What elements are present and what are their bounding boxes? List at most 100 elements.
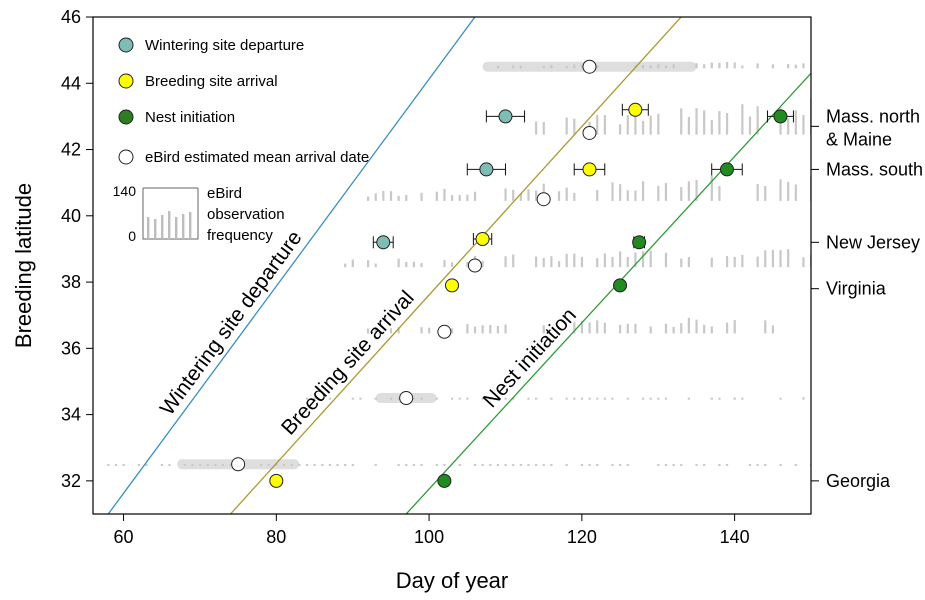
- legend-label: eBird estimated mean arrival date: [145, 149, 369, 166]
- ebird-frequency-bar: [703, 110, 706, 135]
- trend-line: [405, 72, 811, 514]
- ebird-frequency-bar: [603, 115, 606, 135]
- ebird-frequency-bar: [389, 397, 393, 400]
- ebird-frequency-bar: [787, 63, 790, 69]
- ebird-frequency-bar: [168, 463, 171, 466]
- ebird-frequency-bar: [443, 188, 446, 201]
- ebird-frequency-bar: [435, 191, 438, 201]
- histogram-key-bar: [154, 219, 157, 239]
- ebird-frequency-bar: [680, 463, 683, 466]
- y-tick-label: 36: [61, 338, 81, 358]
- ebird-frequency-bar: [741, 104, 744, 135]
- histogram-key-bar: [182, 214, 185, 239]
- ebird-frequency-bar: [733, 320, 736, 334]
- ebird-frequency-bar: [710, 175, 713, 201]
- data-point: [632, 235, 647, 250]
- ebird-frequency-bar: [794, 64, 797, 69]
- ebird-frequency-bar: [405, 194, 408, 201]
- data-point: [582, 59, 597, 74]
- ebird-frequency-bar: [267, 463, 270, 466]
- region-label: Mass. north: [826, 106, 920, 126]
- ebird-frequency-bar: [451, 195, 454, 201]
- ebird-frequency-bar: [687, 317, 690, 334]
- ebird-frequency-bar: [290, 463, 293, 466]
- ebird-frequency-bar: [680, 187, 683, 201]
- ebird-frequency-bar: [366, 260, 370, 268]
- data-point: [719, 162, 734, 177]
- region-label: Georgia: [826, 471, 891, 491]
- ebird-frequency-bar: [573, 397, 576, 400]
- ebird-frequency-bar: [672, 326, 675, 334]
- y-tick-label: 38: [61, 272, 81, 292]
- ebird-frequency-bar: [664, 65, 668, 69]
- data-point: [628, 102, 643, 117]
- ebird-frequency-bar: [603, 397, 606, 400]
- ebird-frequency-bar: [596, 320, 599, 334]
- ebird-frequency-bar: [366, 196, 370, 201]
- ebird-frequency-bar: [779, 463, 782, 466]
- histogram-key-text: eBird: [207, 185, 242, 202]
- ebird-frequency-bar: [695, 319, 698, 334]
- ebird-frequency-bar: [512, 463, 515, 466]
- ebird-frequency-bar: [351, 259, 354, 268]
- ebird-frequency-bar: [229, 463, 232, 466]
- ebird-frequency-bar: [611, 182, 614, 201]
- ebird-frequency-bar: [451, 262, 454, 268]
- ebird-frequency-bar: [596, 463, 599, 466]
- ebird-frequency-bar: [802, 397, 805, 400]
- ebird-frequency-bar: [634, 190, 637, 201]
- ebird-frequency-bar: [580, 256, 584, 268]
- ebird-frequency-bar: [412, 397, 416, 400]
- ebird-frequency-bar: [466, 194, 469, 201]
- ebird-frequency-bar: [794, 184, 797, 201]
- ebird-frequency-bar: [527, 189, 530, 201]
- histogram-key-bar: [161, 215, 164, 239]
- plot-frame: [92, 16, 812, 515]
- ebird-frequency-bar: [619, 184, 622, 201]
- ebird-frequency-bar: [305, 397, 309, 400]
- ebird-frequency-bar: [703, 64, 706, 69]
- ebird-frequency-bar: [771, 325, 775, 334]
- ebird-frequency-bar: [473, 463, 477, 466]
- data-point: [467, 258, 482, 273]
- ebird-frequency-bar: [596, 258, 599, 268]
- ebird-frequency-bar: [634, 116, 637, 135]
- ebird-frequency-bar: [313, 463, 316, 466]
- ebird-frequency-bar: [779, 397, 782, 400]
- x-tick-label: 80: [266, 527, 286, 547]
- ebird-frequency-bar: [397, 463, 400, 466]
- ebird-frequency-bar: [748, 463, 752, 466]
- ebird-frequency-bar: [641, 121, 645, 135]
- ebird-frequency-bar: [557, 261, 561, 268]
- ebird-frequency-bar: [703, 463, 706, 466]
- ebird-ci-layer: [177, 61, 697, 470]
- ebird-frequency-bar: [756, 63, 759, 69]
- ebird-frequency-bar: [481, 397, 484, 400]
- y-tick-label: 34: [61, 405, 81, 425]
- ebird-frequency-bar: [466, 324, 469, 334]
- ebird-frequency-bar: [366, 328, 370, 334]
- ebird-frequency-bar: [725, 463, 729, 466]
- ebird-frequency-bar: [420, 463, 423, 466]
- ebird-frequency-bar: [374, 263, 377, 268]
- ebird-histogram-layer: [107, 62, 811, 466]
- legend-marker: [118, 37, 134, 53]
- ebird-frequency-bar: [787, 181, 790, 201]
- x-tick-label: 140: [720, 527, 750, 547]
- ebird-frequency-bar: [344, 263, 347, 268]
- ebird-frequency-bar: [718, 185, 721, 201]
- ebird-frequency-bar: [351, 397, 354, 400]
- ebird-frequency-bar: [473, 191, 477, 201]
- y-tick-label: 40: [61, 206, 81, 226]
- ebird-frequency-bar: [657, 64, 660, 69]
- ebird-frequency-bar: [481, 261, 484, 268]
- ebird-frequency-bar: [519, 193, 522, 201]
- ebird-frequency-bar: [328, 397, 331, 400]
- ebird-frequency-bar: [145, 463, 148, 466]
- legend-marker: [118, 149, 134, 165]
- ebird-frequency-bar: [626, 463, 629, 466]
- legend-label: Breeding site arrival: [145, 73, 278, 90]
- ebird-frequency-bar: [611, 397, 614, 400]
- ebird-frequency-bar: [344, 463, 347, 466]
- ebird-frequency-bar: [420, 397, 423, 400]
